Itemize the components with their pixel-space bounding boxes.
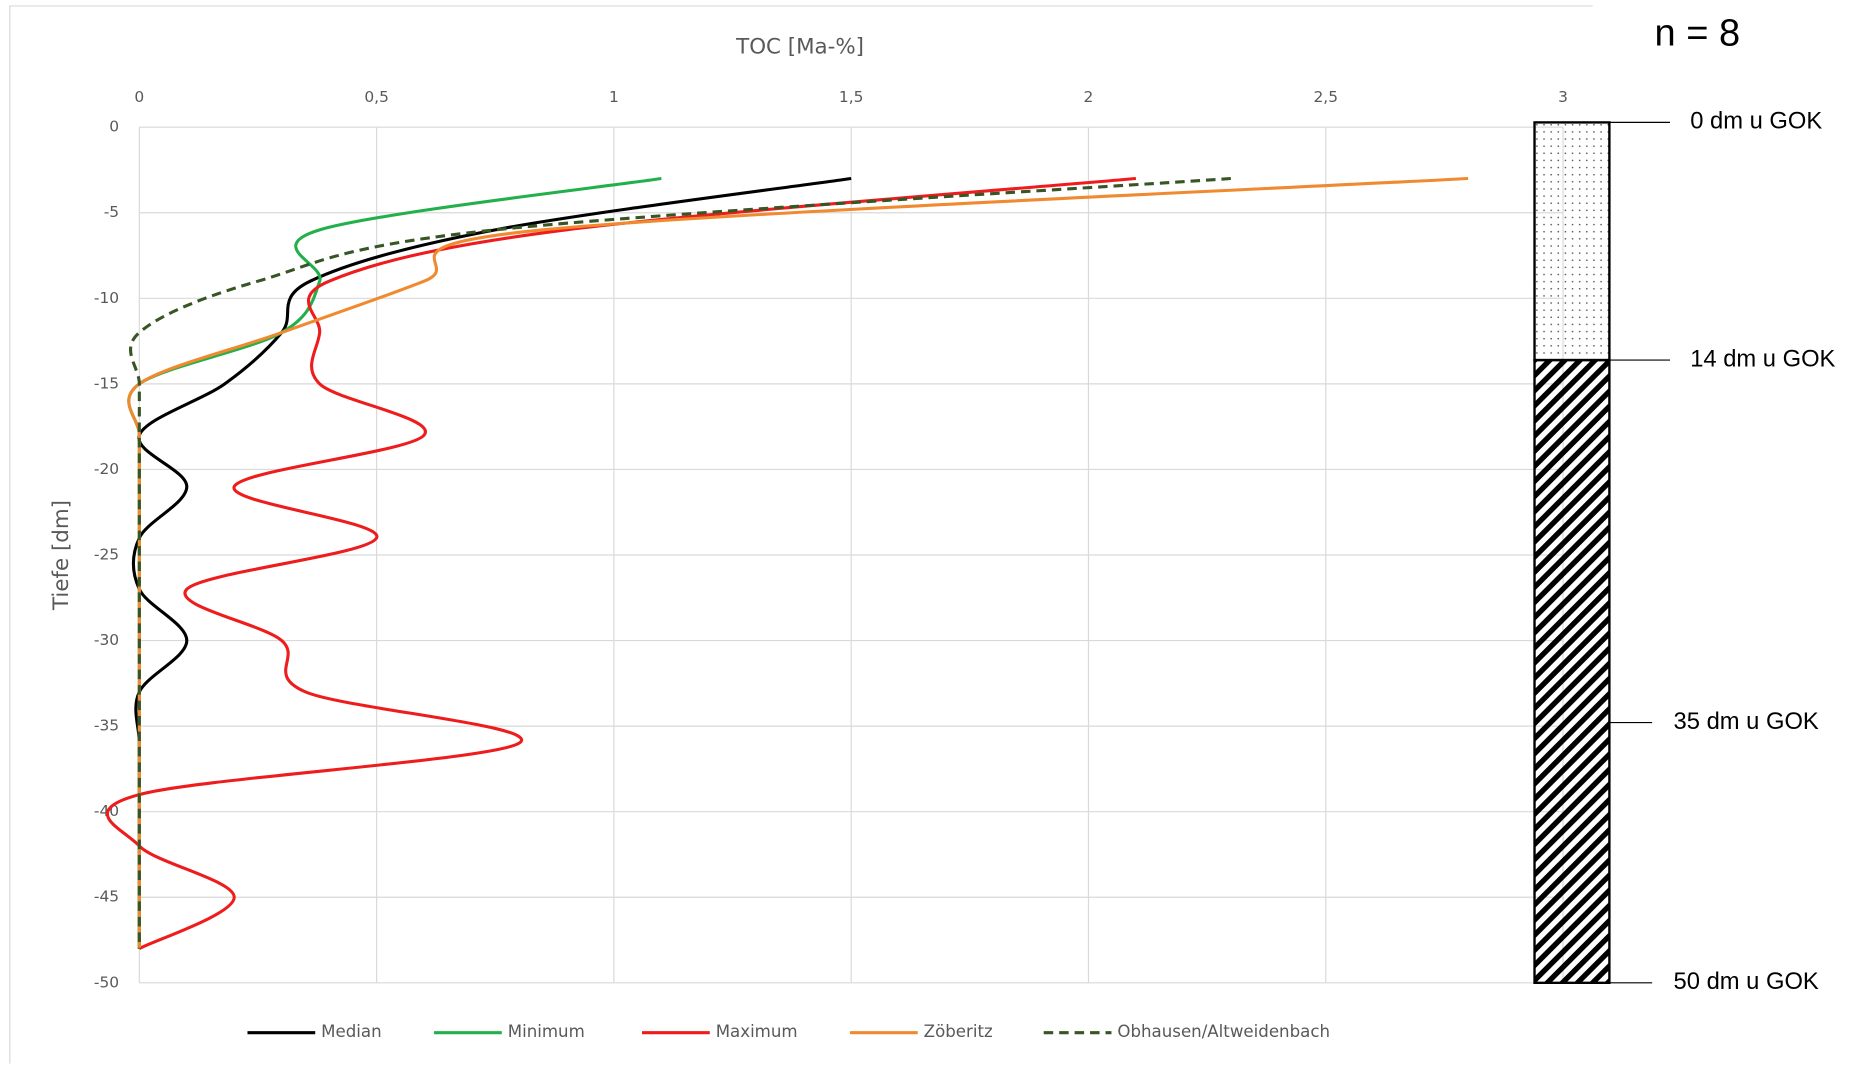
- x-tick-label: 2,5: [1313, 88, 1338, 106]
- x-tick-label: 0,5: [364, 88, 389, 106]
- legend-label: Minimum: [508, 1022, 585, 1041]
- chart-title: TOC [Ma-%]: [735, 35, 864, 60]
- legend-label: Obhausen/Altweidenbach: [1117, 1022, 1330, 1041]
- y-tick-label: -20: [94, 460, 119, 478]
- x-tick-label: 1: [609, 88, 619, 106]
- layer-topsoil: [1535, 122, 1610, 360]
- sample-count: n = 8: [1655, 13, 1741, 55]
- x-tick-label: 1,5: [839, 88, 864, 106]
- y-tick-label: -15: [94, 374, 119, 392]
- x-tick-label: 2: [1084, 88, 1094, 106]
- depth-label: 0 dm u GOK: [1690, 108, 1822, 135]
- y-tick-label: -45: [94, 888, 119, 906]
- x-tick-label: 3: [1558, 88, 1568, 106]
- y-tick-label: 0: [109, 118, 119, 136]
- y-tick-label: -50: [94, 973, 119, 991]
- y-axis-label: Tiefe [dm]: [49, 500, 74, 611]
- legend-label: Zöberitz: [924, 1022, 993, 1041]
- y-tick-label: -30: [94, 631, 119, 649]
- y-tick-label: -5: [104, 203, 119, 221]
- y-tick-label: -35: [94, 717, 119, 735]
- layer-subsoil: [1535, 360, 1610, 983]
- legend-label: Median: [321, 1022, 381, 1041]
- depth-label: 50 dm u GOK: [1674, 968, 1819, 995]
- y-tick-label: -25: [94, 545, 119, 563]
- x-tick-label: 0: [134, 88, 144, 106]
- depth-label: 14 dm u GOK: [1690, 345, 1835, 372]
- y-tick-label: -10: [94, 289, 119, 307]
- legend-label: Maximum: [716, 1022, 798, 1041]
- depth-label: 35 dm u GOK: [1674, 708, 1819, 735]
- chart: TOC [Ma-%] Tiefe [dm] 0 0,5 1 1,5 2 2,5 3 0 -5 -1…: [0, 0, 1864, 1066]
